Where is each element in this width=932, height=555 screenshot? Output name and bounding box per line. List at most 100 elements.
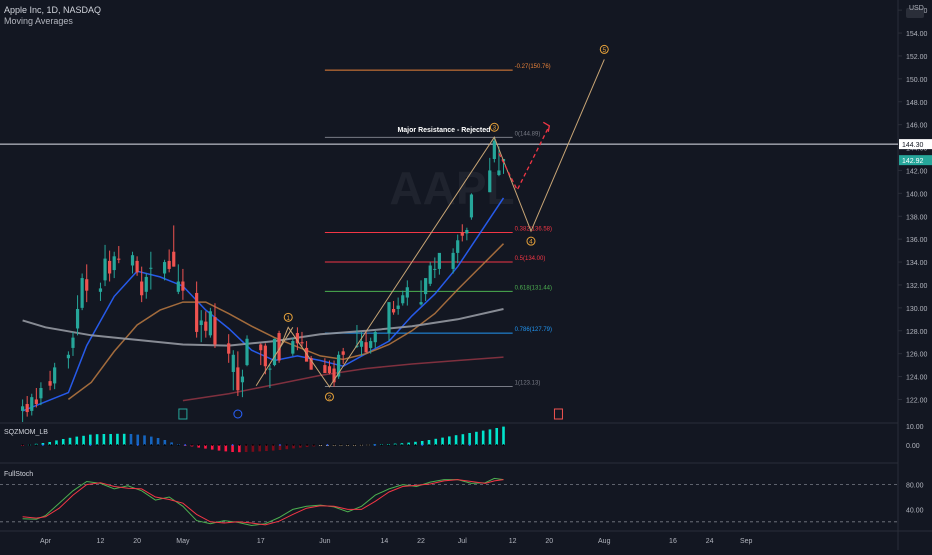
candle-body[interactable]	[66, 354, 70, 359]
candle-body[interactable]	[195, 292, 199, 332]
moving-average-line[interactable]	[22, 197, 505, 412]
candle-body[interactable]	[272, 338, 277, 366]
stoch-line[interactable]	[22, 477, 504, 527]
candle-body[interactable]	[460, 232, 464, 236]
squeeze-bar[interactable]	[75, 436, 79, 445]
squeeze-bar[interactable]	[238, 445, 241, 453]
candle-body[interactable]	[213, 317, 217, 345]
candle-body[interactable]	[53, 367, 57, 384]
squeeze-bar[interactable]	[89, 434, 92, 445]
squeeze-bar[interactable]	[149, 436, 153, 445]
candle-body[interactable]	[263, 345, 267, 367]
candle-body[interactable]	[98, 288, 103, 292]
dividend-marker-icon[interactable]	[233, 409, 243, 419]
squeeze-bar[interactable]	[495, 428, 499, 445]
squeeze-bar[interactable]	[271, 445, 275, 451]
candle-body[interactable]	[277, 333, 281, 361]
moving-average-line[interactable]	[22, 308, 504, 347]
candle-body[interactable]	[208, 311, 212, 336]
candle-body[interactable]	[291, 341, 295, 354]
candle-body[interactable]	[309, 358, 313, 370]
squeeze-bar[interactable]	[102, 434, 106, 445]
squeeze-bar[interactable]	[210, 445, 214, 450]
squeeze-bar[interactable]	[217, 445, 221, 451]
candle-body[interactable]	[112, 256, 116, 271]
moving-average-line[interactable]	[182, 356, 504, 402]
candle-body[interactable]	[80, 278, 84, 308]
squeeze-bar[interactable]	[292, 445, 295, 449]
candle-body[interactable]	[167, 260, 171, 269]
earnings-marker-icon[interactable]	[178, 408, 188, 420]
candle-body[interactable]	[332, 368, 336, 383]
elliott-wave-path[interactable]	[255, 327, 294, 386]
candle-body[interactable]	[433, 268, 437, 270]
candle-body[interactable]	[341, 351, 345, 355]
candle-body[interactable]	[75, 308, 80, 329]
squeeze-bar[interactable]	[461, 434, 465, 445]
candle-body[interactable]	[108, 260, 112, 274]
candle-body[interactable]	[149, 267, 153, 269]
candle-body[interactable]	[34, 399, 38, 405]
candle-body[interactable]	[456, 240, 460, 253]
squeeze-bar[interactable]	[454, 435, 458, 445]
candle-body[interactable]	[162, 262, 167, 274]
candle-body[interactable]	[488, 170, 492, 193]
candle-body[interactable]	[25, 404, 29, 413]
squeeze-bar[interactable]	[48, 442, 51, 445]
squeeze-bar[interactable]	[95, 434, 99, 445]
candle-body[interactable]	[424, 278, 428, 295]
squeeze-bar[interactable]	[299, 445, 302, 448]
squeeze-bar[interactable]	[420, 441, 424, 445]
candle-body[interactable]	[323, 365, 327, 374]
squeeze-bar[interactable]	[55, 440, 58, 445]
candle-body[interactable]	[401, 295, 405, 304]
candle-body[interactable]	[387, 302, 391, 334]
squeeze-bar[interactable]	[129, 434, 133, 445]
candle-body[interactable]	[268, 368, 272, 370]
squeeze-bar[interactable]	[468, 433, 471, 445]
squeeze-bar[interactable]	[224, 445, 228, 452]
candle-body[interactable]	[327, 366, 332, 374]
moving-average-line[interactable]	[67, 243, 505, 401]
candle-body[interactable]	[39, 388, 43, 399]
squeeze-bar[interactable]	[400, 443, 404, 445]
candle-body[interactable]	[337, 354, 341, 377]
candle-body[interactable]	[181, 281, 185, 291]
candle-body[interactable]	[227, 343, 231, 354]
squeeze-bar[interactable]	[109, 434, 112, 445]
candle-body[interactable]	[144, 276, 148, 292]
candle-body[interactable]	[300, 342, 304, 344]
candle-body[interactable]	[304, 347, 309, 362]
squeeze-bar[interactable]	[41, 443, 45, 445]
candle-body[interactable]	[497, 170, 501, 176]
squeeze-bar[interactable]	[244, 445, 248, 452]
squeeze-bar[interactable]	[475, 431, 478, 445]
squeeze-bar[interactable]	[488, 429, 492, 445]
candle-body[interactable]	[364, 342, 368, 353]
scale-toggle-button[interactable]	[906, 8, 924, 18]
candle-body[interactable]	[437, 252, 441, 269]
candle-body[interactable]	[48, 381, 52, 386]
candle-body[interactable]	[465, 229, 469, 234]
candle-body[interactable]	[373, 331, 377, 343]
squeeze-bar[interactable]	[163, 440, 167, 445]
candle-body[interactable]	[21, 406, 25, 411]
candle-body[interactable]	[369, 341, 373, 348]
stoch-line[interactable]	[22, 479, 504, 526]
squeeze-bar[interactable]	[502, 426, 505, 445]
squeeze-bar[interactable]	[278, 445, 282, 450]
earnings-marker-icon[interactable]	[553, 408, 563, 420]
candle-body[interactable]	[135, 260, 139, 273]
squeeze-bar[interactable]	[68, 437, 72, 445]
candle-body[interactable]	[71, 337, 75, 348]
squeeze-bar[interactable]	[258, 445, 261, 452]
squeeze-bar[interactable]	[116, 433, 119, 445]
squeeze-bar[interactable]	[427, 440, 431, 445]
candle-body[interactable]	[396, 305, 400, 309]
squeeze-bar[interactable]	[197, 445, 201, 448]
squeeze-bar[interactable]	[231, 445, 234, 452]
candle-body[interactable]	[428, 265, 432, 284]
candle-body[interactable]	[245, 338, 249, 366]
